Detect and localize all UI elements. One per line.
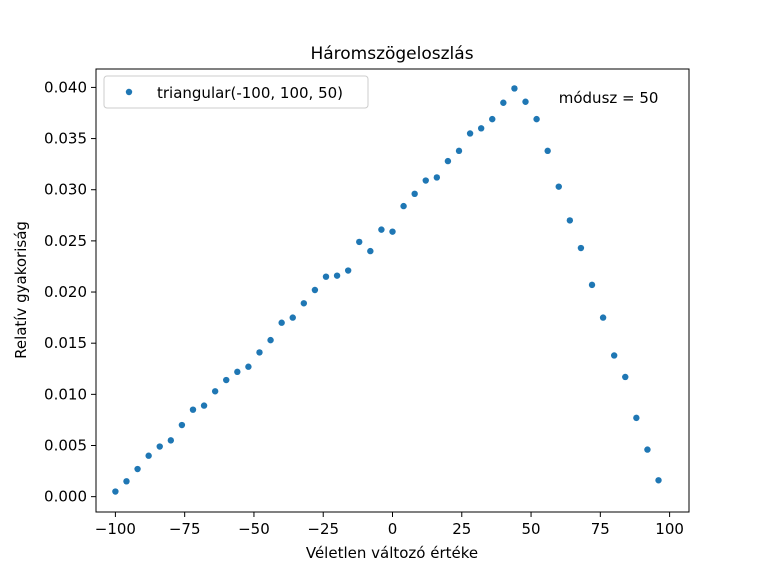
- data-point: [333, 272, 341, 279]
- data-point: [178, 421, 186, 429]
- y-tick-label: 0.020: [44, 283, 87, 301]
- data-point: [234, 368, 241, 376]
- data-point: [522, 98, 529, 105]
- data-point: [555, 183, 562, 190]
- legend-label: triangular(-100, 100, 50): [157, 84, 343, 102]
- x-tick-label: −50: [238, 520, 270, 538]
- y-axis-label: Relatív gyakoriság: [12, 221, 30, 359]
- x-tick-label: 75: [591, 520, 610, 538]
- x-tick-label: 0: [388, 520, 398, 538]
- y-tick-label: 0.015: [44, 334, 87, 352]
- data-point: [466, 130, 474, 137]
- data-point: [322, 273, 330, 280]
- data-point: [123, 478, 130, 485]
- data-point: [311, 286, 319, 294]
- data-point: [245, 363, 252, 370]
- data-point: [400, 202, 407, 210]
- x-axis-label: Véletlen változó értéke: [306, 544, 478, 562]
- x-axis: −100 −75 −50 −25 0 25 50 75 100: [95, 512, 684, 538]
- x-tick-label: 50: [522, 520, 541, 538]
- data-point: [145, 452, 152, 459]
- chart-title: Háromszögeloszlás: [310, 44, 473, 64]
- data-point: [289, 314, 296, 321]
- legend-box: [103, 75, 369, 109]
- x-tick-label: 100: [655, 520, 684, 538]
- data-point: [610, 352, 618, 359]
- data-point: [544, 147, 551, 155]
- data-point: [278, 319, 285, 326]
- data-point: [134, 465, 141, 473]
- y-tick-label: 0.010: [44, 385, 87, 403]
- data-point: [533, 115, 540, 123]
- y-tick-label: 0.025: [44, 232, 87, 250]
- data-point: [189, 406, 197, 413]
- data-point: [477, 125, 485, 132]
- data-point: [167, 437, 175, 444]
- data-point: [655, 477, 662, 484]
- data-point: [411, 190, 418, 198]
- data-point: [356, 238, 363, 246]
- x-tick-label: −25: [307, 520, 339, 538]
- y-tick-label: 0.000: [44, 488, 87, 506]
- data-point: [344, 267, 352, 274]
- data-point: [211, 388, 219, 395]
- data-point: [422, 177, 429, 184]
- data-point: [622, 373, 629, 381]
- data-point: [367, 247, 374, 255]
- y-tick-label: 0.035: [44, 130, 87, 148]
- data-point: [511, 85, 518, 92]
- legend-marker: [125, 88, 133, 96]
- data-point: [378, 226, 385, 233]
- data-point: [433, 174, 441, 181]
- y-axis: 0.000 0.005 0.010 0.015 0.020 0.025 0.030 0.035…: [44, 78, 96, 506]
- legend: triangular(-100, 100, 50): [103, 75, 369, 109]
- data-point: [455, 147, 463, 155]
- data-point: [588, 281, 596, 289]
- x-tick-label: 25: [452, 520, 471, 538]
- y-tick-label: 0.030: [44, 181, 87, 199]
- data-point: [500, 99, 507, 106]
- data-point: [577, 244, 585, 252]
- data-series: [112, 85, 662, 495]
- data-point: [112, 488, 119, 495]
- x-tick-label: −75: [169, 520, 201, 538]
- data-point: [267, 336, 274, 344]
- data-point: [489, 115, 496, 123]
- y-tick-label: 0.040: [44, 78, 87, 96]
- x-tick-label: −100: [95, 520, 136, 538]
- data-point: [633, 414, 640, 422]
- data-point: [200, 402, 208, 409]
- data-point: [566, 217, 574, 224]
- mode-annotation: módusz = 50: [559, 89, 659, 107]
- data-point: [599, 314, 607, 321]
- data-point: [300, 300, 308, 307]
- data-point: [256, 349, 263, 356]
- data-point: [156, 443, 163, 450]
- data-point: [389, 228, 396, 235]
- data-point: [444, 157, 452, 165]
- data-point: [644, 446, 651, 453]
- data-point: [223, 376, 230, 384]
- y-tick-label: 0.005: [44, 436, 87, 454]
